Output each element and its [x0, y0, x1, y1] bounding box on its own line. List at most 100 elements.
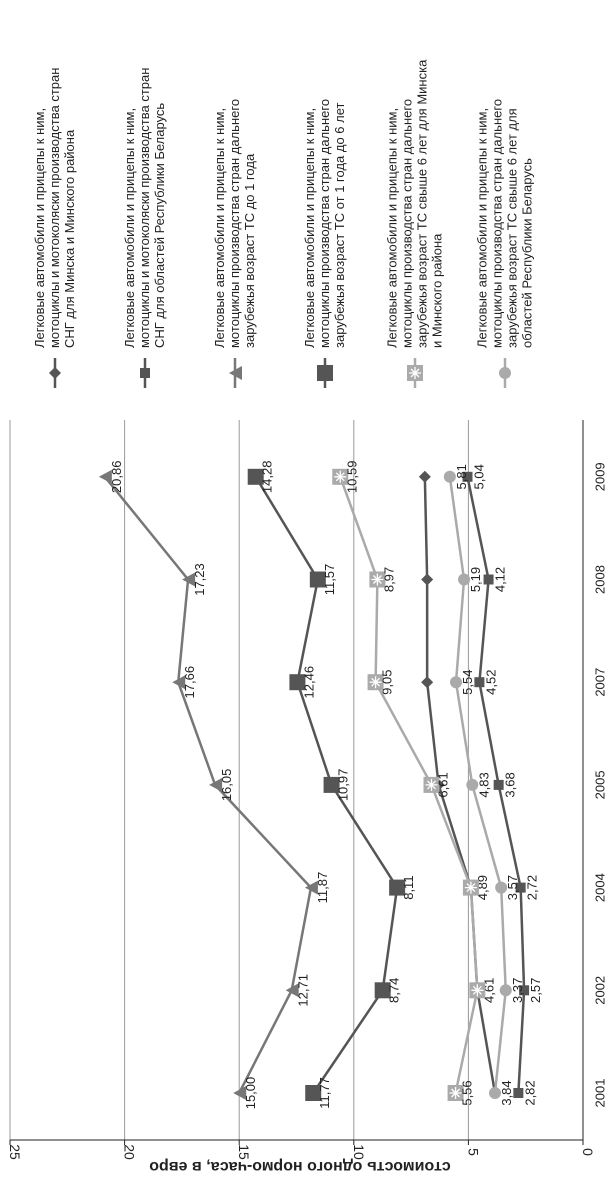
data-label: 10,59: [344, 461, 359, 494]
value-tick-label: 5: [465, 1148, 481, 1156]
data-label: 8,97: [381, 567, 396, 592]
data-label: 2,82: [522, 1080, 537, 1105]
data-label: 5,19: [468, 567, 483, 592]
series-point: [513, 1088, 524, 1098]
series-point: [323, 776, 340, 793]
series-point: [421, 573, 434, 586]
legend: Легковые автомобили и прицепы к ним,мото…: [32, 59, 535, 388]
legend-item: Легковые автомобили и прицепы к ним,мото…: [385, 59, 445, 388]
category-axis-ticks: 2001 2002 2004 2005 2007 2008 2009: [592, 462, 607, 1107]
category-tick-label: 2005: [592, 770, 607, 799]
value-tick-label: 25: [7, 1144, 23, 1160]
legend-label: Легковые автомобили и прицепы к ним,мото…: [32, 68, 77, 348]
series-point: [305, 1085, 322, 1101]
series-point: [140, 368, 150, 378]
legend-item: Легковые автомобили и прицепы к ним,мото…: [212, 99, 257, 388]
legend-label: Легковые автомобили и прицепы к ним,мото…: [385, 59, 445, 348]
data-label: 3,84: [499, 1080, 514, 1105]
series-point: [519, 985, 530, 996]
legend-item: Легковые автомобили и прицепы к ним,мото…: [122, 68, 167, 388]
series-point: [289, 674, 306, 691]
category-tick-label: 2002: [592, 976, 607, 1005]
legend-label: Легковые автомобили и прицепы к ним,мото…: [122, 68, 167, 348]
series-point: [233, 1086, 247, 1100]
series-point: [443, 470, 456, 483]
data-label: 12,71: [296, 974, 311, 1007]
data-label: 5,56: [460, 1080, 475, 1105]
series-point: [369, 571, 386, 588]
series-point: [229, 366, 242, 380]
series-point: [515, 882, 526, 893]
value-tick-label: 20: [122, 1144, 138, 1160]
data-label: 17,66: [182, 666, 197, 699]
series-point: [98, 469, 112, 484]
series-point: [209, 777, 223, 792]
data-label: 8,11: [401, 875, 416, 899]
series-point: [469, 982, 486, 999]
legend-item: Легковые автомобили и прицепы к ним,мото…: [32, 68, 77, 388]
data-label: 4,12: [493, 567, 508, 592]
category-tick-label: 2009: [592, 462, 607, 491]
series-layer: 3,844,614,892,822,572,723,684,524,125,04…: [98, 461, 543, 1109]
data-label: 3,57: [505, 875, 520, 900]
series-point: [182, 572, 196, 587]
data-label: 8,74: [387, 978, 402, 1003]
data-label: 4,83: [476, 772, 491, 797]
series-point: [421, 676, 434, 689]
series-point: [332, 468, 349, 485]
data-label: 16,05: [219, 769, 234, 802]
series-point: [304, 880, 318, 895]
legend-item: Легковые автомобили и прицепы к ним,мото…: [302, 99, 347, 388]
data-label: 17,23: [192, 563, 207, 596]
data-label: 11,77: [317, 1077, 332, 1109]
series: 2,82 2,57 2,72 3,68 4,52 4,12 5,04: [462, 464, 543, 1106]
value-axis-label: стоимость одного нормо-часа, в евро: [149, 1158, 451, 1175]
category-tick-label: 2007: [592, 668, 607, 697]
series: 11,77 8,74 8,11 10,97 12,46 11,57 14,28: [247, 461, 416, 1109]
data-label: 3,37: [510, 978, 525, 1003]
series: 5,56 6,61 9,05 8,97 10,59: [332, 461, 486, 1106]
series-point: [447, 1085, 464, 1101]
series-point: [172, 675, 186, 690]
series-point: [309, 571, 326, 588]
data-label: 6,61: [435, 772, 450, 797]
series: 3,37 3,57 4,83 5,54 5,19 5,81: [443, 464, 525, 1099]
value-axis-ticks: 0 5 10 15 20 25: [7, 1140, 596, 1160]
data-label: 2,57: [528, 978, 543, 1003]
series-point: [462, 879, 479, 896]
legend-label: Легковые автомобили и прицепы к ним,мото…: [212, 99, 257, 348]
series: 15,00 12,71 11,87 16,05 17,66 17,23 20,86: [98, 461, 330, 1109]
data-label: 5,81: [454, 464, 469, 489]
series-point: [367, 674, 384, 691]
series-point: [493, 779, 504, 790]
legend-label: Легковые автомобили и прицепы к ним,мото…: [475, 99, 535, 348]
data-label: 4,52: [483, 670, 498, 695]
category-tick-label: 2001: [592, 1079, 607, 1108]
data-label: 3,68: [503, 772, 518, 797]
data-label: 14,28: [260, 461, 275, 494]
data-label: 5,04: [471, 464, 486, 489]
gridlines: [9, 420, 469, 1140]
series-point: [317, 365, 333, 381]
series-point: [389, 879, 406, 896]
series-point: [483, 574, 494, 585]
series-point: [49, 367, 61, 379]
series-point: [374, 982, 391, 999]
category-tick-label: 2004: [592, 873, 607, 902]
data-label: 2,72: [525, 875, 540, 900]
series-line: [103, 476, 313, 1094]
series-point: [499, 367, 511, 379]
legend-item: Легковые автомобили и прицепы к ним,мото…: [475, 99, 535, 388]
series-point: [466, 778, 479, 791]
value-tick-label: 10: [351, 1144, 367, 1160]
series-point: [474, 677, 485, 688]
data-label: 12,46: [301, 666, 316, 699]
series-point: [423, 776, 440, 793]
series-point: [499, 984, 512, 997]
data-label: 11,57: [322, 564, 337, 596]
legend-label: Легковые автомобили и прицепы к ним,мото…: [302, 99, 347, 348]
data-label: 20,86: [109, 461, 124, 494]
series-point: [418, 470, 431, 483]
series-point: [407, 365, 423, 381]
